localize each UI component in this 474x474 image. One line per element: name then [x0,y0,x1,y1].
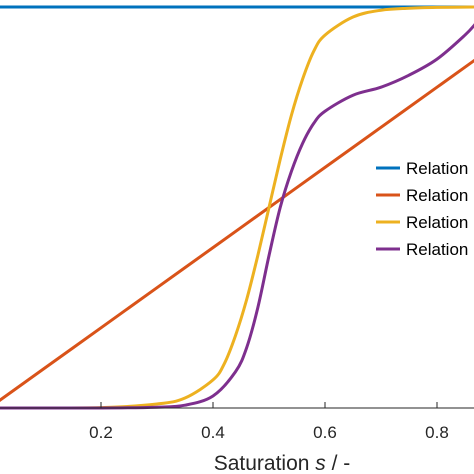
legend-label-3: Relation [406,213,468,232]
series-line-3 [0,5,474,410]
legend-label-2: Relation [406,186,468,205]
legend-label-1: Relation [406,159,468,178]
x-axis-label-unit: / - [326,452,351,474]
x-axis-label-variable: s [315,452,326,474]
legend-label-4: Relation [406,240,468,259]
x-axis: 0.2 0.4 0.6 0.8 Saturation s / - [0,402,474,474]
plot-area [0,5,474,410]
x-axis-label-main: Saturation [214,452,316,474]
x-tick-label: 0.8 [425,423,449,442]
x-tick-label: 0.4 [201,423,225,442]
series-line-2 [0,58,474,402]
x-axis-label: Saturation s / - [214,452,351,474]
legend: Relation Relation Relation Relation [364,150,474,268]
x-tick-label: 0.6 [313,423,337,442]
x-tick-label: 0.2 [89,423,113,442]
series-line-4 [0,23,474,410]
